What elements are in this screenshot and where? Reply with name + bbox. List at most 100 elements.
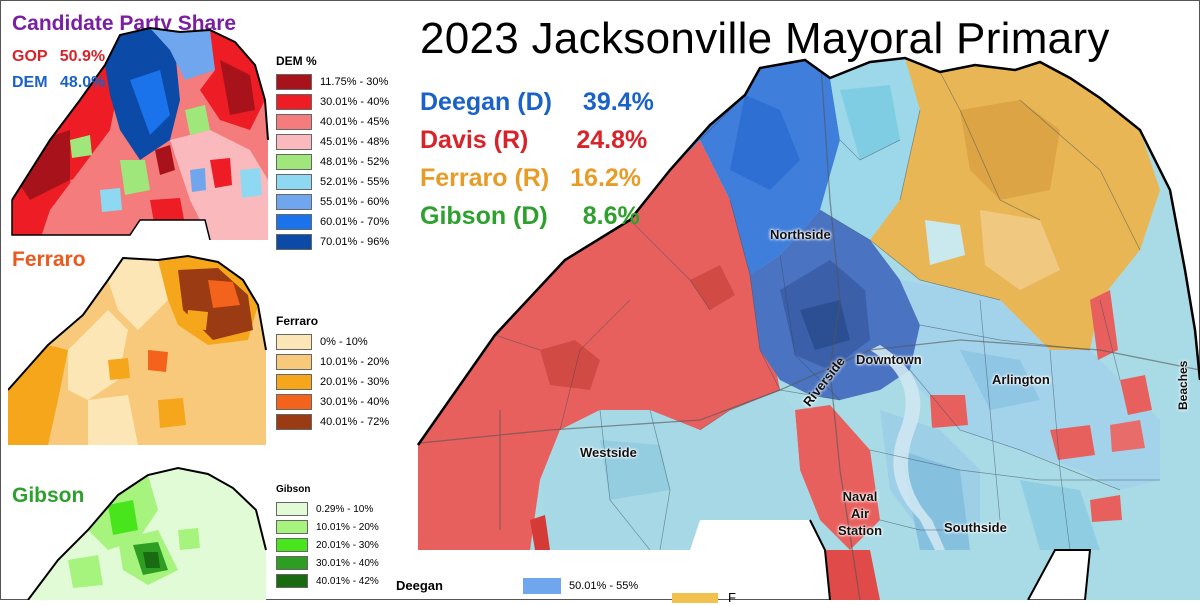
legend-label: 40.01% - 72% — [320, 416, 390, 428]
legend-swatch — [276, 194, 312, 210]
party-share-title: Candidate Party Share — [12, 12, 237, 35]
dem-pct: 48.0% — [60, 74, 106, 91]
legend-swatch — [276, 556, 308, 570]
label-southside: Southside — [944, 520, 1007, 535]
legend-label: 45.01% - 48% — [320, 136, 390, 148]
candidate-row-deegan: Deegan (D) 39.4% — [420, 88, 654, 126]
candidate-pct: 24.8% — [576, 126, 648, 154]
legend-row: 10.01% - 20% — [276, 352, 389, 372]
gibson-inset-map — [27, 466, 267, 600]
label-naval: Naval — [842, 489, 878, 504]
legend-swatch — [276, 154, 312, 170]
candidate-pct: 16.2% — [570, 164, 642, 192]
candidate-row-gibson: Gibson (D) 8.6% — [420, 202, 654, 240]
legend-label: F — [728, 590, 736, 605]
main-precinct-map — [416, 56, 1200, 600]
legend-label: 70.01% - 96% — [320, 236, 390, 248]
legend-label: 60.01% - 70% — [320, 216, 390, 228]
label-station: Station — [837, 523, 883, 538]
legend-label: 20.01% - 30% — [320, 376, 390, 388]
legend-label: 52.01% - 55% — [320, 176, 390, 188]
legend-swatch — [276, 502, 308, 516]
deegan-legend-title: Deegan — [396, 578, 443, 593]
candidate-results: Deegan (D) 39.4% Davis (R) 24.8% Ferraro… — [420, 88, 654, 240]
gibson-inset-title: Gibson — [12, 484, 85, 507]
legend-row: 60.01% - 70% — [276, 212, 389, 232]
legend-swatch — [276, 574, 308, 588]
legend-row: 11.75% - 30% — [276, 72, 389, 92]
legend-label: 20.01% - 30% — [316, 539, 379, 551]
gibson-legend: 0.29% - 10% 10.01% - 20% 20.01% - 30% 30.01… — [276, 500, 379, 590]
legend-label: 55.01% - 60% — [320, 196, 390, 208]
legend-swatch — [523, 578, 561, 594]
dem-label: DEM — [12, 74, 48, 91]
ferraro-legend-item-partial: F — [672, 590, 736, 605]
candidate-pct: 8.6% — [582, 202, 640, 230]
legend-label: 40.01% - 45% — [320, 116, 390, 128]
legend-swatch — [672, 592, 718, 603]
legend-swatch — [276, 114, 312, 130]
legend-swatch — [276, 414, 312, 430]
legend-label: 10.01% - 20% — [316, 521, 379, 533]
label-downtown: Downtown — [856, 352, 922, 367]
label-arlington: Arlington — [992, 372, 1050, 387]
legend-swatch — [276, 74, 312, 90]
ferraro-legend: 0% - 10% 10.01% - 20% 20.01% - 30% 30.01% -… — [276, 332, 389, 432]
legend-row: 55.01% - 60% — [276, 192, 389, 212]
label-beaches: Beaches — [1176, 360, 1190, 410]
legend-row: 10.01% - 20% — [276, 518, 379, 536]
legend-swatch — [276, 134, 312, 150]
legend-swatch — [276, 214, 312, 230]
legend-swatch — [276, 538, 308, 552]
legend-swatch — [276, 234, 312, 250]
candidate-name: Davis (R) — [420, 126, 529, 154]
dem-legend-title: DEM % — [276, 54, 317, 68]
gibson-legend-title: Gibson — [276, 484, 311, 495]
legend-swatch — [276, 354, 312, 370]
ferraro-inset-title: Ferraro — [12, 248, 86, 271]
ferraro-inset-map — [8, 254, 267, 445]
legend-row: 0% - 10% — [276, 332, 389, 352]
dem-legend: 11.75% - 30% 30.01% - 40% 40.01% - 45% 45.0… — [276, 72, 389, 252]
candidate-name: Ferraro (R) — [420, 164, 550, 192]
legend-swatch — [276, 374, 312, 390]
legend-row: 70.01% - 96% — [276, 232, 389, 252]
legend-label: 0% - 10% — [320, 336, 368, 348]
legend-row: 45.01% - 48% — [276, 132, 389, 152]
legend-row: 0.29% - 10% — [276, 500, 379, 518]
gop-share: GOP 50.9% — [12, 48, 105, 66]
deegan-legend-item: 50.01% - 55% — [523, 576, 638, 596]
legend-label: 48.01% - 52% — [320, 156, 390, 168]
legend-label: 11.75% - 30% — [320, 76, 389, 88]
ferraro-legend-title: Ferraro — [276, 314, 319, 328]
label-air: Air — [850, 506, 870, 521]
gop-label: GOP — [12, 48, 48, 65]
party-share-map — [11, 26, 269, 240]
legend-label: 30.01% - 40% — [316, 557, 379, 569]
candidate-pct: 39.4% — [582, 88, 654, 116]
gop-pct: 50.9% — [59, 48, 106, 65]
legend-row: 40.01% - 42% — [276, 572, 379, 590]
candidate-row-ferraro: Ferraro (R) 16.2% — [420, 164, 654, 202]
label-northside: Northside — [770, 227, 831, 242]
legend-row: 30.01% - 40% — [276, 554, 379, 572]
dem-share: DEM 48.0% — [12, 74, 105, 92]
legend-row: 40.01% - 72% — [276, 412, 389, 432]
legend-swatch — [276, 334, 312, 350]
main-title: 2023 Jacksonville Mayoral Primary — [420, 14, 1110, 63]
legend-row: 20.01% - 30% — [276, 372, 389, 392]
legend-label: 30.01% - 40% — [320, 96, 390, 108]
legend-label: 30.01% - 40% — [320, 396, 390, 408]
legend-label: 10.01% - 20% — [320, 356, 390, 368]
legend-label: 0.29% - 10% — [316, 503, 374, 515]
legend-label: 40.01% - 42% — [316, 575, 379, 587]
legend-row: 30.01% - 40% — [276, 392, 389, 412]
label-naval-air-station: Naval Air Station — [830, 488, 890, 539]
candidate-name: Deegan (D) — [420, 88, 552, 116]
legend-label: 50.01% - 55% — [569, 580, 639, 592]
legend-row: 52.01% - 55% — [276, 172, 389, 192]
label-westside: Westside — [580, 445, 637, 460]
legend-swatch — [276, 174, 312, 190]
legend-row: 48.01% - 52% — [276, 152, 389, 172]
candidate-row-davis: Davis (R) 24.8% — [420, 126, 654, 164]
